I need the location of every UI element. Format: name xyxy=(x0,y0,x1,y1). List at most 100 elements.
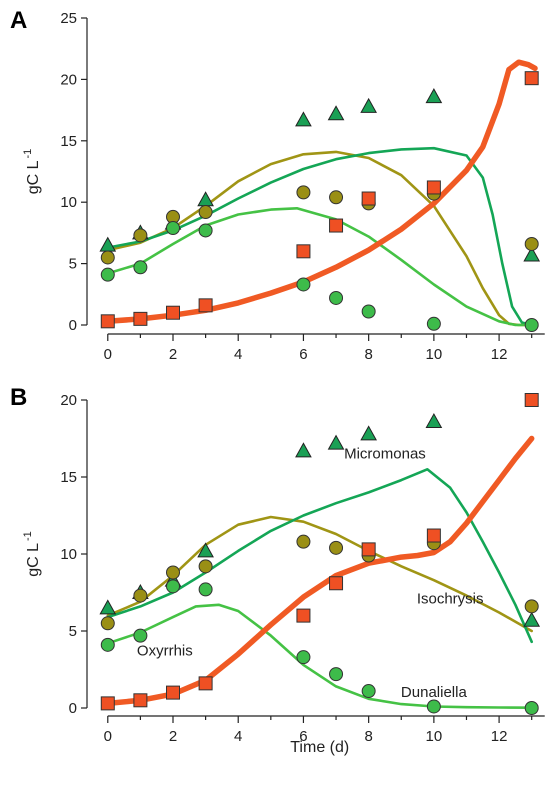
circle-point-a xyxy=(296,277,311,292)
y-tick-label-a: 20 xyxy=(60,71,77,88)
circle-point-a xyxy=(426,316,441,331)
triangle-point-b xyxy=(327,434,345,450)
y-tick-label-b: 15 xyxy=(60,469,77,486)
square-point-b xyxy=(329,576,344,591)
panel-a: A 0 5 10 15 20 25 0 2 4 6 8 10 12 gC L-1 xyxy=(10,7,545,363)
square-point-b xyxy=(296,608,311,623)
triangle-point-a xyxy=(523,246,541,262)
olive-point-a xyxy=(133,228,148,243)
olive-point-b xyxy=(329,540,344,555)
y-axis-title-superscript: -1 xyxy=(22,149,34,159)
y-axis-title-b: gC L -1 xyxy=(22,531,42,577)
circle-point-b xyxy=(296,650,311,665)
circle-point-a xyxy=(198,223,213,238)
square-point-b xyxy=(198,676,213,691)
square-point-b xyxy=(361,542,376,557)
x-tick-label-a: 6 xyxy=(299,346,307,363)
olive-point-a xyxy=(296,185,311,200)
square-point-b xyxy=(524,393,539,407)
y-tick-label-b: 10 xyxy=(60,546,77,563)
circle-point-a xyxy=(524,318,539,332)
square-point-b xyxy=(166,685,180,700)
olive-point-b xyxy=(524,599,539,614)
olive-point-b xyxy=(198,559,213,574)
square-point-a xyxy=(296,244,311,259)
triangle-point-a xyxy=(99,236,117,252)
square-point-a xyxy=(426,180,441,195)
x-tick-label-a: 8 xyxy=(364,346,372,363)
circle-point-b xyxy=(166,579,180,594)
square-point-a xyxy=(524,71,539,86)
olive-point-a xyxy=(100,250,115,265)
x-tick-label-b: 0 xyxy=(104,728,112,745)
annotation-oxyrrhis: Oxyrrhis xyxy=(137,643,193,660)
triangle-point-a xyxy=(425,88,443,104)
square-point-a xyxy=(100,314,115,329)
y-tick-label-b: 20 xyxy=(60,392,77,409)
olive-point-b xyxy=(296,534,311,549)
x-tick-label-b: 4 xyxy=(234,728,242,745)
teal-line-curve-a xyxy=(106,146,533,327)
y-axis-title-superscript: -1 xyxy=(22,531,34,541)
triangle-point-a xyxy=(295,111,312,127)
x-tick-label-b: 12 xyxy=(491,728,508,745)
triangle-point-b xyxy=(425,413,443,429)
red-line-curve-a xyxy=(105,59,538,325)
y-tick-label-b: 5 xyxy=(69,623,77,640)
triangle-point-a xyxy=(360,97,378,113)
x-axis-title-b: Time (d) xyxy=(290,739,349,756)
circle-point-b xyxy=(198,582,213,597)
annotation-dunaliella: Dunaliella xyxy=(401,684,468,701)
y-axis-title-a: gC L-1 xyxy=(22,149,42,195)
triangle-point-a xyxy=(327,105,345,121)
y-tick-label-a: 10 xyxy=(60,194,77,211)
x-tick-label-b: 6 xyxy=(299,728,307,745)
x-tick-label-a: 0 xyxy=(104,346,112,363)
circle-point-b xyxy=(361,684,376,699)
triangle-point-a xyxy=(197,191,214,207)
olive-point-b xyxy=(133,588,148,603)
y-tick-label-a: 25 xyxy=(60,10,77,27)
x-tick-label-b: 2 xyxy=(169,728,177,745)
circle-point-a xyxy=(133,260,148,275)
triangle-point-b xyxy=(99,599,117,615)
x-tick-label-b: 10 xyxy=(426,728,443,745)
panel-label-b: B xyxy=(10,384,27,411)
circle-point-b xyxy=(329,667,344,682)
square-point-b xyxy=(133,693,148,708)
x-tick-label-a: 2 xyxy=(169,346,177,363)
panel-label-a: A xyxy=(10,7,27,34)
y-tick-label-a: 0 xyxy=(69,317,77,334)
annotation-isochrysis: Isochrysis xyxy=(417,590,484,607)
annotation-micromonas: Micromonas xyxy=(344,446,426,463)
olive-point-a xyxy=(329,190,344,205)
circle-point-a xyxy=(361,304,376,319)
x-tick-label-a: 12 xyxy=(491,346,508,363)
square-point-a xyxy=(166,305,180,320)
y-axis-title-text: gC L xyxy=(25,543,42,577)
triangle-point-b xyxy=(523,611,541,627)
y-tick-label-a: 5 xyxy=(69,256,77,273)
olive-point-b xyxy=(166,565,180,580)
square-point-a xyxy=(133,311,148,326)
x-tick-label-b: 8 xyxy=(364,728,372,745)
circle-point-a xyxy=(166,220,180,235)
circle-point-a xyxy=(100,267,115,282)
panel-b: B 0 5 10 15 20 0 2 4 6 8 10 12 gC L -1 Time (d) Micromo… xyxy=(10,384,545,756)
circle-point-b xyxy=(524,701,539,715)
green-line-curve-b xyxy=(106,603,533,709)
olive-point-b xyxy=(100,616,115,631)
olive-point-a xyxy=(524,236,539,251)
circle-point-b xyxy=(426,699,441,714)
square-point-a xyxy=(198,298,213,313)
x-tick-label-a: 4 xyxy=(234,346,242,363)
y-tick-label-a: 15 xyxy=(60,133,77,150)
triangle-point-b xyxy=(360,425,378,441)
teal-line-curve-b xyxy=(106,468,533,644)
x-tick-label-a: 10 xyxy=(426,346,443,363)
triangle-point-b xyxy=(295,442,312,458)
square-point-b xyxy=(100,696,115,711)
circle-point-b xyxy=(100,637,115,652)
y-axis-title-text: gC L xyxy=(25,160,42,194)
